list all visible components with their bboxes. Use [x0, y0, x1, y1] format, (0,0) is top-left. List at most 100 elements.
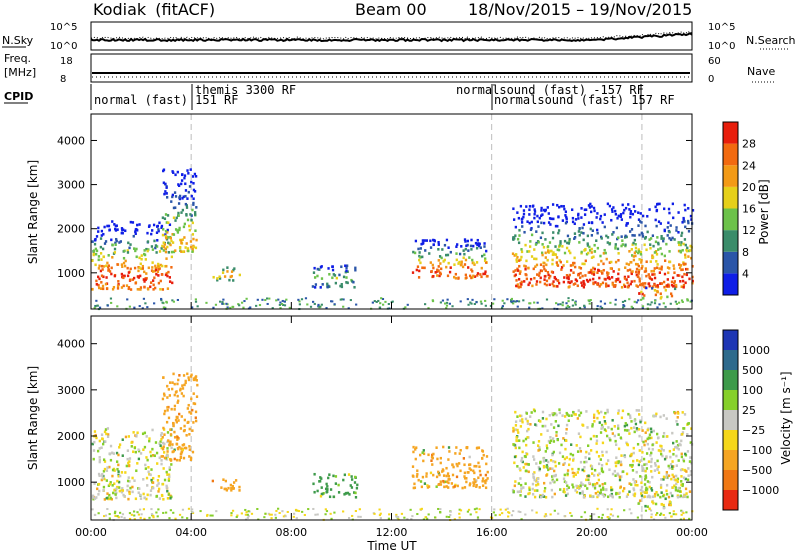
echo-cell-region-5: [538, 271, 541, 275]
echo-cell-region-6: [648, 507, 651, 511]
echo-cell-region-5: [646, 214, 649, 218]
nsearch-tick-bottom: 10^0: [708, 41, 735, 52]
echo-cell-region-5: [528, 213, 531, 216]
echo-cell-region-2: [231, 484, 234, 488]
echo-cell-region-6: [669, 503, 672, 507]
echo-cell-region-6: [652, 501, 655, 505]
echo-cell-region-5: [548, 241, 552, 244]
echo-cell-region-5: [567, 242, 571, 245]
echo-cell-region-5: [634, 246, 638, 250]
echo-cell-region-5: [524, 455, 527, 459]
echo-cell-region-5: [677, 447, 680, 451]
echo-cell: [109, 297, 113, 300]
echo-cell-region-5: [628, 230, 632, 233]
echo-cell-region-4: [429, 261, 432, 264]
echo-cell-region-4: [470, 238, 473, 242]
echo-cell-region-1: [180, 241, 183, 245]
echo-cell: [222, 298, 225, 301]
echo-cell-region-1: [169, 442, 172, 446]
echo-cell-region-5: [596, 409, 599, 413]
echo-cell-region-5: [618, 491, 621, 495]
echo-cell-region-0: [116, 287, 120, 290]
echo-cell-region-0: [94, 433, 97, 437]
echo-cell-region-4: [449, 266, 452, 269]
echo-cell: [355, 303, 358, 306]
echo-cell-region-0: [115, 496, 118, 500]
echo-cell-region-4: [463, 463, 466, 467]
echo-cell-region-5: [672, 448, 675, 451]
echo-cell-region-5: [535, 263, 539, 267]
echo-cell-region-5: [610, 492, 613, 496]
echo-cell-region-1: [182, 250, 185, 254]
echo-cell: [212, 306, 215, 309]
echo-cell-region-0: [120, 286, 124, 289]
echo-cell-region-1: [190, 373, 193, 377]
echo-cell: [243, 300, 246, 303]
echo-cell-region-1: [196, 383, 199, 387]
echo-cell-region-0: [167, 477, 171, 480]
date-range: 18/Nov/2015 – 19/Nov/2015: [468, 0, 692, 19]
echo-cell: [458, 516, 461, 519]
echo-cell: [664, 516, 667, 519]
echo-cell-region-1: [187, 190, 190, 194]
echo-cell: [342, 298, 345, 301]
echo-cell-region-5: [517, 431, 520, 434]
echo-cell-region-5: [638, 280, 641, 283]
echo-cell: [209, 514, 212, 517]
echo-cell-region-5: [542, 245, 546, 249]
echo-cell-region-5: [580, 481, 583, 485]
echo-cell-region-5: [586, 487, 589, 490]
echo-cell-region-0: [134, 230, 137, 234]
echo-cell-region-3: [332, 495, 335, 499]
echo-cell-region-5: [650, 470, 653, 473]
echo-cell-region-1: [180, 182, 183, 186]
echo-cell-region-4: [481, 449, 484, 452]
echo-cell-region-0: [103, 477, 106, 481]
echo-cell-region-5: [610, 427, 613, 431]
echo-cell-region-3: [349, 484, 352, 487]
echo-cell-region-4: [425, 472, 428, 475]
echo-cell-region-3: [319, 494, 323, 498]
echo-cell: [271, 307, 274, 310]
echo-cell-region-0: [101, 284, 105, 288]
echo-cell-region-5: [588, 245, 591, 249]
echo-cell-region-5: [516, 269, 520, 272]
echo-cell: [492, 302, 495, 305]
echo-cell-region-5: [611, 494, 614, 498]
echo-cell-region-1: [189, 213, 192, 216]
echo-cell-region-0: [152, 283, 155, 287]
echo-cell-region-4: [437, 241, 440, 244]
echo-cell-region-5: [665, 492, 669, 496]
echo-cell: [275, 509, 278, 512]
echo-cell-region-0: [159, 287, 162, 291]
echo-cell-region-5: [632, 258, 636, 262]
echo-cell: [108, 517, 111, 520]
echo-cell-region-5: [520, 248, 523, 251]
echo-cell: [354, 510, 357, 513]
echo-cell-region-5: [660, 265, 663, 269]
echo-cell-region-5: [641, 490, 644, 493]
echo-cell-region-4: [459, 469, 462, 473]
echo-cell-region-5: [653, 267, 656, 270]
echo-cell-region-0: [165, 470, 168, 474]
echo-cell-region-5: [596, 490, 600, 494]
power-colorbar-swatch: [723, 122, 738, 144]
echo-cell: [357, 515, 360, 518]
echo-cell-region-5: [551, 453, 554, 457]
power-colorbar-swatch: [723, 251, 738, 274]
echo-cell-region-5: [564, 221, 568, 225]
echo-cell-region-0: [111, 287, 115, 291]
echo-cell-region-0: [92, 457, 95, 461]
echo-cell-region-5: [579, 266, 583, 270]
echo-cell-region-5: [512, 429, 515, 433]
echo-cell-region-4: [483, 253, 486, 257]
echo-cell-region-0: [143, 285, 146, 289]
echo-cell: [529, 302, 532, 305]
echo-cell-region-4: [419, 453, 422, 457]
echo-cell-region-5: [547, 439, 551, 443]
echo-cell-region-5: [546, 258, 549, 262]
echo-cell: [672, 513, 675, 516]
echo-cell-region-0: [113, 274, 116, 278]
echo-cell-region-1: [189, 168, 192, 171]
echo-cell-region-4: [453, 485, 456, 488]
